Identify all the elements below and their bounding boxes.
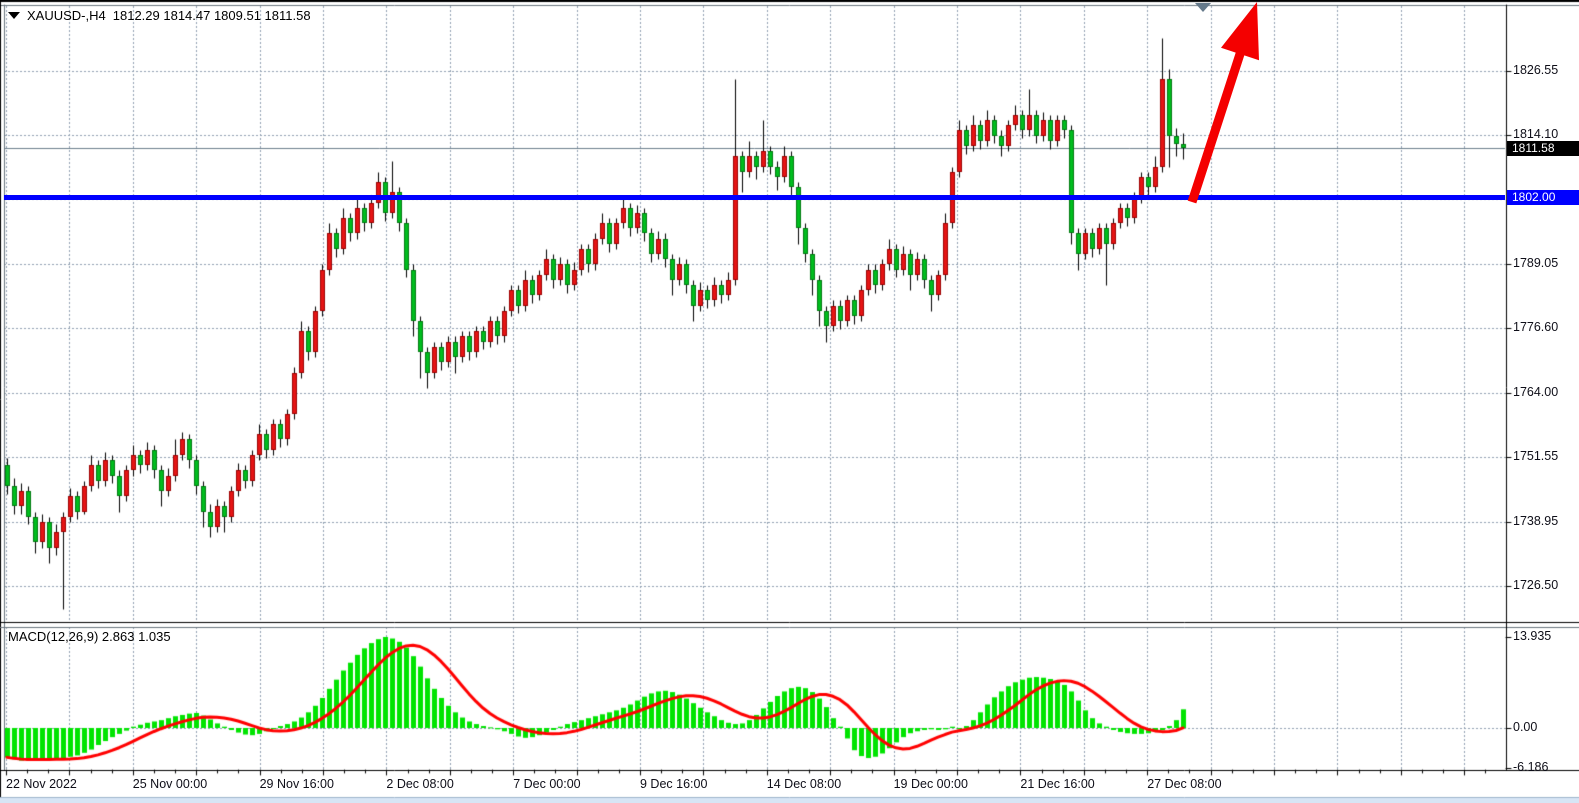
price-axis-label: 1789.05 (1513, 256, 1559, 271)
horizontal-line-object-1802[interactable] (4, 194, 1505, 200)
hline-price-tag: 1802.00 (1507, 189, 1579, 205)
hline-price-value: 1802.00 (1512, 189, 1556, 204)
date-axis-label: 21 Dec 16:00 (1020, 777, 1095, 791)
price-axis-label: 1751.55 (1513, 449, 1559, 464)
price-axis-label: 1776.60 (1513, 320, 1559, 335)
macd-level-label: -6.186 (1513, 760, 1549, 775)
symbol-timeframe-label: XAUUSD-,H4 (27, 8, 106, 23)
symbol-dropdown-icon (8, 12, 20, 19)
date-axis-label: 2 Dec 08:00 (386, 777, 454, 791)
date-axis-label: 9 Dec 16:00 (640, 777, 708, 791)
trend-arrow-object[interactable] (1180, 0, 1272, 212)
price-axis-label: 1726.50 (1513, 578, 1559, 593)
date-axis-label: 7 Dec 00:00 (513, 777, 581, 791)
arrow-up-icon (1187, 2, 1259, 204)
chart-shift-marker-icon (1195, 3, 1211, 12)
date-axis-label: 29 Nov 16:00 (259, 777, 334, 791)
chart-title: XAUUSD-,H4 1812.29 1814.47 1809.51 1811.… (8, 8, 311, 23)
macd-indicator-label: MACD(12,26,9) 2.863 1.035 (8, 629, 171, 644)
date-axis-label: 25 Nov 00:00 (132, 777, 208, 791)
date-axis-label: 22 Nov 2022 (6, 777, 77, 791)
price-axis-label: 1738.95 (1513, 514, 1559, 529)
date-axis-label: 27 Dec 08:00 (1147, 777, 1222, 791)
macd-level-label: 0.00 (1513, 720, 1538, 734)
current-price-value: 1811.58 (1512, 140, 1555, 155)
current-price-tag: 1811.58 (1507, 140, 1579, 156)
date-axis-label: 14 Dec 08:00 (766, 777, 842, 791)
ohlc-readout: 1812.29 1814.47 1809.51 1811.58 (112, 8, 311, 23)
price-axis-label: 1764.00 (1513, 385, 1559, 400)
price-axis-label: 1814.10 (1513, 127, 1559, 142)
price-axis-label: 1826.55 (1513, 63, 1559, 77)
macd-level-label: 13.935 (1513, 629, 1552, 643)
date-axis-label: 19 Dec 00:00 (893, 777, 968, 791)
